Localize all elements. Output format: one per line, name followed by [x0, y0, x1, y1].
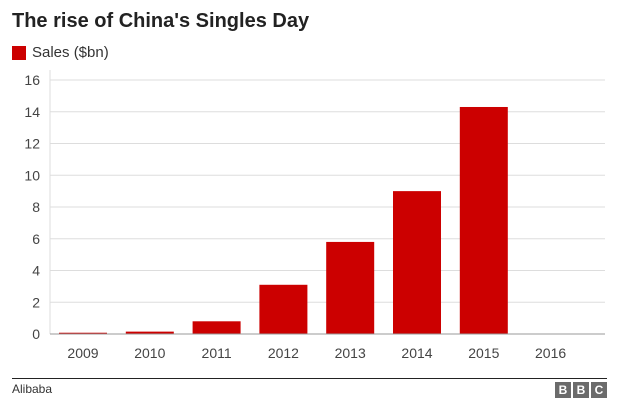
bar-2012 — [259, 284, 308, 334]
y-tick-label: 16 — [24, 72, 40, 88]
y-tick-label: 8 — [32, 199, 40, 215]
bar-2015 — [459, 106, 508, 334]
y-tick-label: 0 — [32, 326, 40, 342]
bbc-logo-letter: B — [555, 382, 571, 398]
y-tick-label: 12 — [24, 136, 40, 152]
bbc-logo-letter: B — [573, 382, 589, 398]
x-tick-label: 2011 — [202, 345, 232, 361]
bar-2011 — [192, 321, 241, 334]
legend-label: Sales ($bn) — [32, 44, 109, 61]
bar-2013 — [326, 241, 375, 334]
chart-title: The rise of China's Singles Day — [12, 10, 310, 32]
footer-rule — [12, 378, 607, 379]
y-tick-label: 6 — [32, 231, 40, 247]
x-tick-label: 2010 — [134, 345, 165, 361]
x-tick-label: 2012 — [268, 345, 299, 361]
x-tick-label: 2014 — [401, 345, 432, 361]
legend-swatch — [12, 45, 26, 60]
y-tick-label: 14 — [24, 104, 40, 120]
y-tick-label: 4 — [32, 263, 40, 279]
bbc-logo-letter: C — [591, 382, 607, 398]
x-tick-label: 2009 — [67, 345, 98, 361]
source-label: Alibaba — [12, 382, 53, 396]
bar-2010 — [125, 331, 174, 334]
x-tick-label: 2015 — [468, 345, 499, 361]
y-tick-label: 10 — [24, 167, 40, 183]
legend: Sales ($bn) — [12, 44, 109, 61]
bbc-logo: B B C — [555, 382, 607, 398]
y-tick-label: 2 — [32, 294, 40, 310]
x-tick-label: 2013 — [335, 345, 366, 361]
bar-2009 — [59, 332, 107, 334]
bar-2014 — [393, 191, 441, 334]
x-tick-label: 2016 — [535, 345, 566, 361]
